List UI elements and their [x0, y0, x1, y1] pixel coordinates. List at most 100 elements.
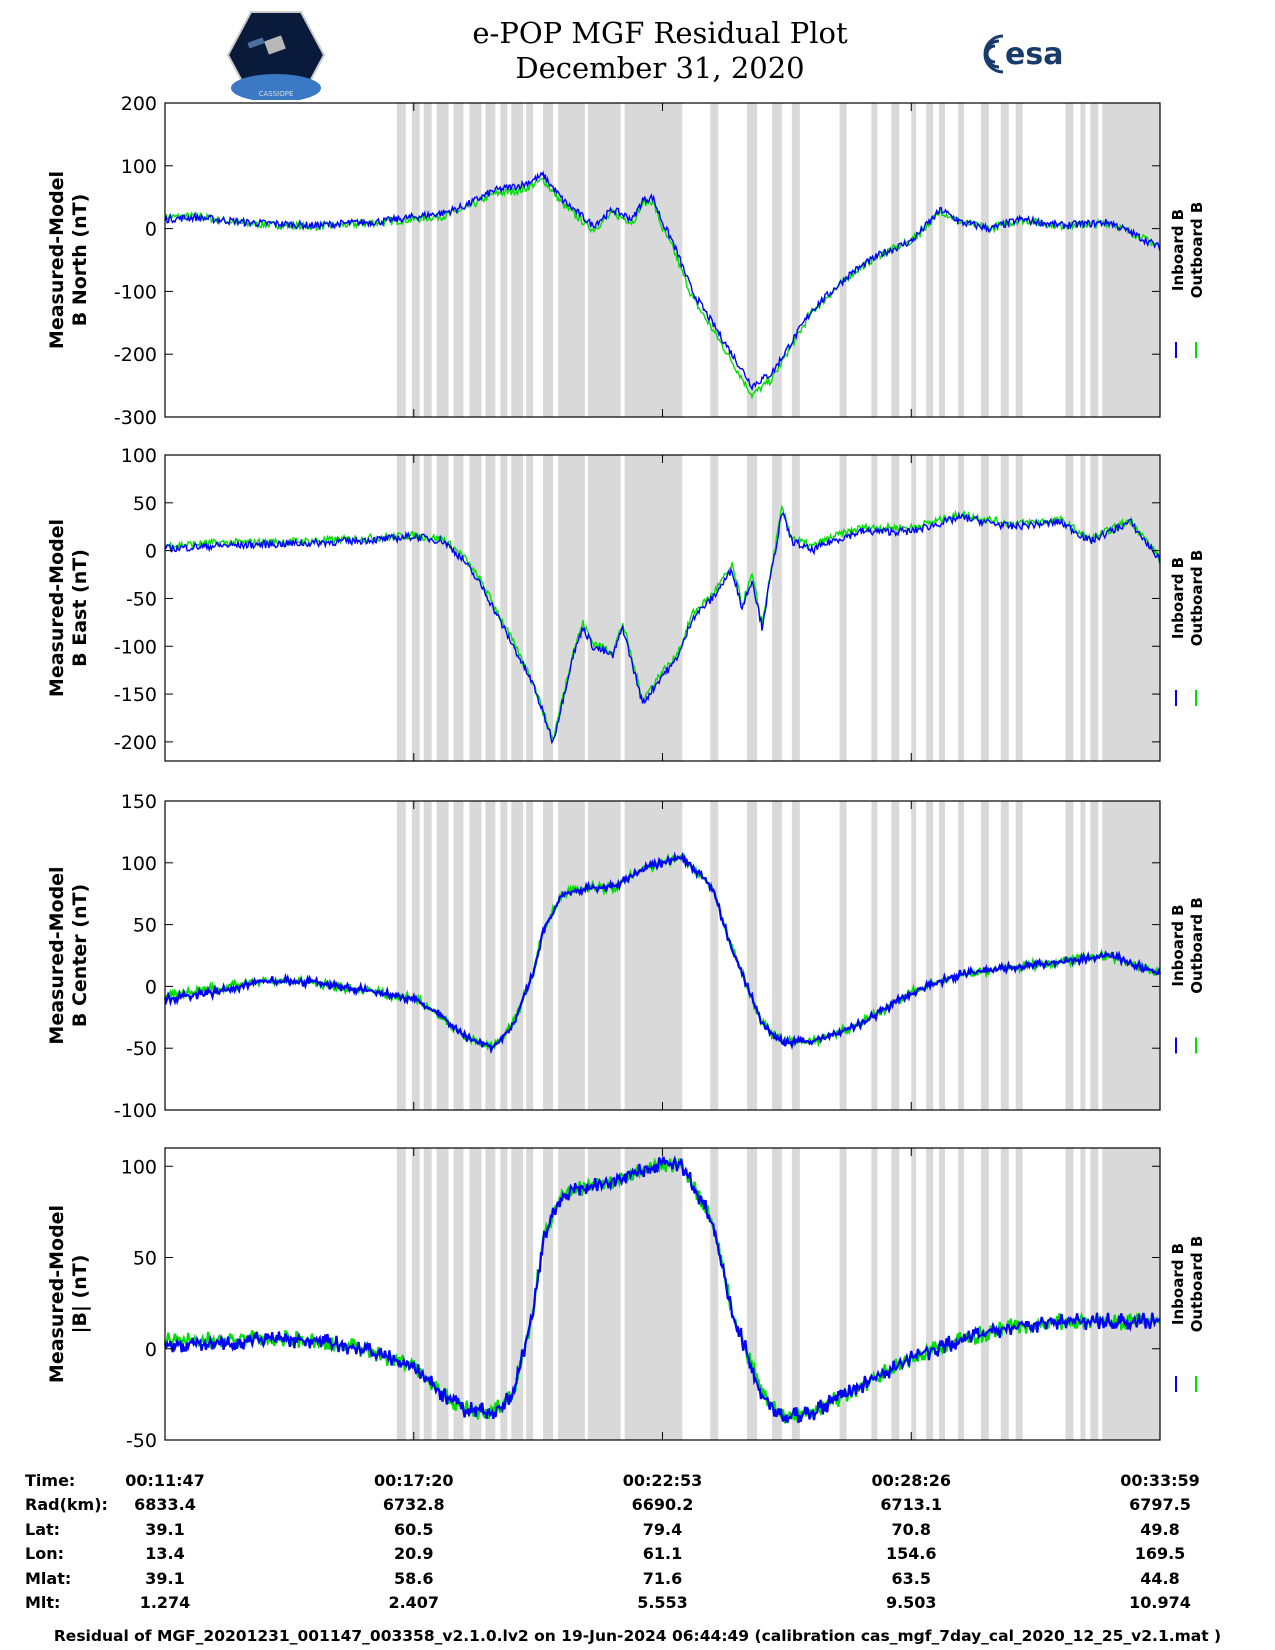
info-cell: 49.8	[1140, 1520, 1179, 1539]
shaded-interval	[469, 801, 482, 1110]
shaded-interval	[511, 1148, 524, 1440]
shaded-interval	[980, 455, 989, 761]
shaded-interval	[958, 801, 964, 1110]
shaded-interval	[891, 801, 900, 1110]
info-cell: 39.1	[145, 1569, 184, 1588]
info-cell: 00:33:59	[1120, 1471, 1200, 1490]
shaded-interval	[500, 103, 508, 417]
shaded-interval	[587, 103, 621, 417]
shaded-interval	[926, 801, 934, 1110]
shaded-interval	[411, 103, 420, 417]
y-tick-label: 100	[121, 445, 157, 467]
y-tick-label: -100	[114, 636, 157, 658]
shaded-interval	[558, 455, 585, 761]
shaded-interval	[839, 801, 847, 1110]
shaded-interval	[1090, 1148, 1099, 1440]
info-cell: 6690.2	[632, 1495, 694, 1514]
y-tick-label: 50	[133, 915, 157, 937]
inboard-series-line	[164, 170, 1161, 392]
info-cell: 6797.5	[1129, 1495, 1191, 1514]
info-cell: 2.407	[388, 1593, 439, 1612]
shaded-interval	[839, 103, 847, 417]
shaded-interval	[939, 103, 946, 417]
y-tick-label: -200	[114, 344, 157, 366]
info-cell: 6833.4	[134, 1495, 196, 1514]
shaded-interval	[980, 103, 989, 417]
shaded-interval	[423, 1148, 432, 1440]
shaded-interval	[1000, 1148, 1009, 1440]
plot-title: e-POP MGF Residual Plot	[472, 16, 848, 50]
y-tick-label: 200	[121, 93, 157, 115]
shaded-interval	[453, 455, 464, 761]
shaded-interval	[543, 1148, 554, 1440]
shaded-interval	[980, 1148, 989, 1440]
inboard-series-line	[163, 1155, 1161, 1424]
shaded-interval	[747, 801, 758, 1110]
y-tick-label: 150	[121, 791, 157, 813]
info-cell: 1.274	[140, 1593, 191, 1612]
info-cell: 71.6	[643, 1569, 682, 1588]
y-axis-label-line: Measured-Model	[46, 171, 68, 349]
y-tick-label: 100	[121, 1156, 157, 1178]
shaded-interval	[526, 1148, 534, 1440]
shaded-interval	[1102, 103, 1160, 417]
info-cell: 00:22:53	[623, 1471, 703, 1490]
legend-inboard-label: Inboard B	[1169, 557, 1187, 639]
shaded-interval	[423, 103, 432, 417]
y-tick-label: -200	[114, 732, 157, 754]
legend-outboard-label: Outboard B	[1188, 897, 1206, 994]
shaded-interval	[911, 801, 917, 1110]
chart-panel-1: 200 100 0 -100 -200 -300 Measured-ModelB North…	[46, 93, 1206, 429]
info-cell: 63.5	[892, 1569, 931, 1588]
shaded-interval	[839, 1148, 847, 1440]
shaded-interval	[1065, 1148, 1074, 1440]
shaded-interval	[624, 455, 683, 761]
shaded-interval	[485, 1148, 496, 1440]
shaded-interval	[624, 1148, 683, 1440]
info-cell: 13.4	[145, 1544, 184, 1563]
shaded-interval	[911, 455, 917, 761]
legend: Inboard B Outboard B	[1169, 897, 1206, 1054]
y-tick-label: 50	[133, 493, 157, 515]
shaded-interval	[771, 801, 782, 1110]
legend-inboard-label: Inboard B	[1169, 209, 1187, 291]
shaded-interval	[469, 1148, 482, 1440]
shaded-interval	[543, 103, 554, 417]
shaded-interval	[558, 103, 585, 417]
legend: Inboard B Outboard B	[1169, 202, 1206, 358]
shaded-interval	[485, 801, 496, 1110]
shaded-interval	[396, 103, 406, 417]
y-axis-label: Measured-Model|B| (nT)	[46, 1205, 91, 1383]
info-cell: 9.503	[886, 1593, 937, 1612]
info-cell: 00:28:26	[871, 1471, 951, 1490]
shaded-interval	[396, 455, 406, 761]
shaded-interval	[891, 1148, 900, 1440]
shaded-interval	[526, 103, 534, 417]
shaded-interval	[543, 801, 554, 1110]
shaded-interval	[791, 455, 800, 761]
shaded-interval	[436, 103, 449, 417]
esa-logo: esa	[983, 34, 1063, 74]
shaded-interval	[1080, 1148, 1086, 1440]
info-row-label: Lon:	[25, 1544, 64, 1563]
shaded-interval	[1015, 455, 1023, 761]
shaded-interval	[587, 455, 621, 761]
chart-panel-2: 100 50 0 -50 -100 -150 -200 Measured-ModelB Eas…	[46, 445, 1206, 762]
shaded-interval	[411, 455, 420, 761]
info-cell: 10.974	[1129, 1593, 1191, 1612]
shaded-interval	[423, 455, 432, 761]
shaded-interval	[1090, 455, 1099, 761]
shaded-interval	[526, 801, 534, 1110]
legend-inboard-label: Inboard B	[1169, 904, 1187, 986]
shaded-interval	[926, 1148, 934, 1440]
shaded-interval	[891, 103, 900, 417]
shaded-interval	[958, 1148, 964, 1440]
shaded-interval	[1090, 103, 1099, 417]
info-row-label: Mlat:	[25, 1569, 71, 1588]
esa-logo-text: esa	[1005, 37, 1063, 72]
shaded-interval	[511, 455, 524, 761]
shaded-interval	[747, 103, 758, 417]
info-cell: 70.8	[892, 1520, 931, 1539]
y-axis-label: Measured-ModelB North (nT)	[46, 171, 91, 349]
plot-date: December 31, 2020	[515, 51, 805, 85]
